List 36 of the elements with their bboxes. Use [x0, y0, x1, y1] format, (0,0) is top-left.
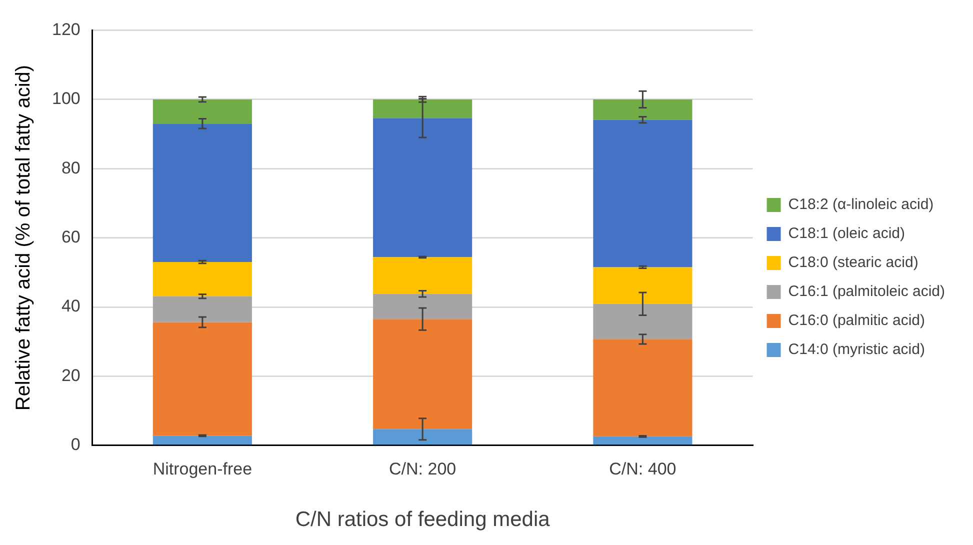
x-tick-label: Nitrogen-free [152, 459, 252, 478]
y-tick-label: 20 [61, 366, 80, 385]
legend-label: C14:0 (myristic acid) [788, 341, 925, 358]
legend-label: C16:0 (palmitic acid) [788, 312, 925, 330]
bar [152, 436, 252, 445]
bar [373, 99, 472, 118]
bar [152, 262, 252, 296]
bar [373, 319, 472, 430]
y-tick-label: 40 [61, 296, 80, 316]
y-tick-label: 0 [70, 435, 80, 454]
legend-label: C18:0 (stearic acid) [788, 254, 918, 272]
bar [152, 99, 252, 124]
bar [593, 304, 692, 340]
bar [593, 436, 692, 445]
y-tick-label: 60 [61, 227, 80, 246]
x-axis-title: C/N ratios of feeding media [295, 508, 550, 532]
x-tick-label: C/N: 200 [389, 459, 456, 478]
legend-label: C18:2 (α-linoleic acid) [788, 196, 934, 214]
y-tick-label: 120 [52, 20, 80, 39]
y-tick-label: 100 [52, 89, 80, 108]
bar [373, 118, 472, 258]
bar [373, 429, 472, 445]
bar [152, 124, 252, 262]
bar [593, 339, 692, 436]
bar [373, 294, 472, 320]
bar [152, 322, 252, 436]
bar [593, 120, 692, 268]
x-tick-label: C/N: 400 [609, 459, 676, 478]
legend-label: C16:1 (palmitoleic acid) [788, 283, 946, 300]
bar [593, 99, 692, 120]
bar [373, 257, 472, 294]
bar [152, 296, 252, 322]
bar [593, 267, 692, 304]
y-axis-title: Relative fatty acid (% of total fatty acid) [12, 64, 35, 411]
legend-label: C18:1 (oleic acid) [788, 225, 905, 242]
y-tick-label: 80 [61, 158, 80, 178]
